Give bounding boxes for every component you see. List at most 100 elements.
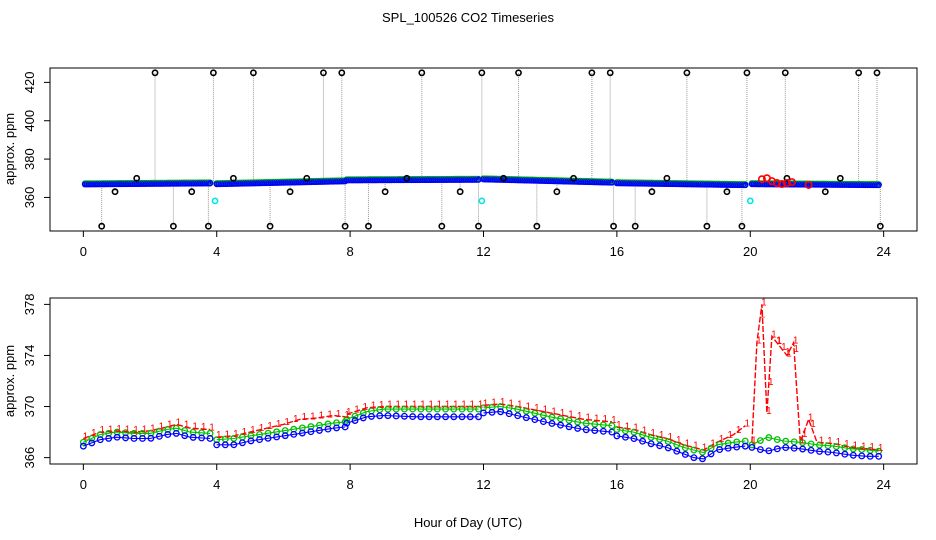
- bottom-series-2-point: [230, 434, 238, 442]
- bottom-series-3-point: [139, 435, 146, 442]
- bottom-series-2-point: [458, 405, 466, 413]
- bottom-series-1-marker: 1: [508, 398, 514, 409]
- bottom-series-2-point: [450, 405, 458, 413]
- bottom-series-2-point: [417, 405, 425, 413]
- bottom-series-3-point: [681, 451, 689, 458]
- top-mid-point: [286, 188, 294, 196]
- top-mid-point: [648, 188, 656, 196]
- bottom-series-3-point: [488, 408, 496, 416]
- bottom-series-1-marker: 1: [371, 400, 377, 411]
- bottom-series-1-marker: 1: [201, 422, 207, 433]
- bottom-series-1-marker: 1: [133, 425, 139, 436]
- bottom-series-2-point: [425, 405, 433, 413]
- top-flush-point-high: [250, 69, 257, 77]
- bottom-series-1-marker: 1: [284, 417, 290, 428]
- bottom-series-1-marker: 1: [225, 430, 231, 441]
- bottom-series-1-marker: 1: [534, 403, 540, 414]
- bottom-x-tick-label-20: 20: [743, 477, 757, 492]
- top-data-points: [81, 69, 884, 230]
- bottom-series-1-marker: 1: [786, 348, 792, 359]
- top-mid-point: [570, 174, 577, 182]
- bottom-series-1-marker: 1: [844, 439, 850, 450]
- top-calibration-point: [746, 197, 754, 205]
- bottom-y-tick-label-374: 374: [22, 345, 37, 367]
- bottom-series-3-point: [264, 434, 272, 442]
- bottom-series-3-point: [206, 435, 214, 442]
- bottom-series-3-point: [630, 435, 638, 443]
- bottom-series-2-point: [690, 446, 698, 454]
- bottom-series-1-marker: 1: [810, 419, 816, 430]
- bottom-series-1-marker: 1: [250, 425, 256, 436]
- bottom-series-1-marker: 1: [551, 406, 557, 417]
- bottom-series-2-point: [400, 405, 408, 413]
- bottom-series-2-point: [582, 419, 590, 427]
- bottom-series-2-point: [849, 445, 857, 453]
- bottom-series-1-marker: 1: [776, 336, 782, 347]
- bottom-series-3-point: [733, 443, 741, 451]
- bottom-series-3-point: [172, 429, 180, 437]
- bottom-series-3-point: [557, 421, 564, 429]
- bottom-y-tick-label-378: 378: [22, 294, 37, 316]
- bottom-series-1-marker: 1: [702, 443, 708, 454]
- bottom-series-1-marker: 1: [756, 336, 762, 347]
- top-mid-point: [456, 188, 464, 196]
- bottom-series-3-point: [639, 437, 647, 445]
- top-y-axis: 360 380 400 420: [22, 72, 50, 209]
- bottom-series-3-point: [122, 434, 130, 442]
- bottom-series-2-point: [841, 444, 849, 452]
- top-baseline-point: [742, 181, 749, 189]
- bottom-series-1-marker: 1: [853, 441, 859, 452]
- bottom-series-2-point: [522, 407, 530, 415]
- bottom-series-2-point: [613, 426, 621, 433]
- top-flush-point-high: [338, 69, 346, 77]
- bottom-y-tick-label-370: 370: [22, 396, 37, 418]
- bottom-series-2-point: [359, 409, 367, 417]
- bottom-series-2-point: [409, 405, 417, 413]
- bottom-series-1-marker: 1: [633, 423, 639, 434]
- bottom-series-1-marker: 1: [336, 409, 342, 420]
- bottom-series-3-point: [247, 437, 255, 445]
- top-excursion-point: [772, 179, 781, 188]
- bottom-series-2-point: [466, 405, 474, 413]
- top-flush-point-high: [743, 69, 751, 77]
- bottom-series-2-point: [351, 412, 359, 420]
- bottom-series-3-point: [433, 413, 441, 421]
- bottom-series-3-point: [741, 442, 749, 450]
- bottom-series-3-point: [409, 413, 417, 421]
- top-y-tick-label-360: 360: [22, 187, 37, 209]
- bottom-series-1-marker: 1: [469, 400, 475, 411]
- bottom-series-2-point: [621, 427, 629, 435]
- top-x-tick-label-24: 24: [876, 244, 890, 259]
- bottom-series-1-marker: 1: [233, 429, 239, 440]
- bottom-series-1-marker: 1: [751, 435, 757, 446]
- bottom-series-3-point: [724, 444, 732, 452]
- bottom-y-tick-label-366: 366: [22, 447, 37, 469]
- bottom-series-2-point: [765, 434, 773, 442]
- bottom-series-group: 1 1 1 1 1 1 1 1 1 1 1 1 1 1 1 11 1 1 1 1 1 1 1 1 1 1 1 1 1 1 11 1 1 1 1 1 1 1…: [79, 297, 884, 463]
- bottom-x-tick-label-24: 24: [876, 477, 890, 492]
- bottom-series-1-marker: 1: [659, 430, 665, 441]
- bottom-series-1-marker: 1: [781, 342, 787, 353]
- top-x-tick-label-16: 16: [610, 244, 624, 259]
- bottom-series-3-point: [799, 445, 807, 453]
- top-flush-point-low: [438, 222, 446, 230]
- bottom-series-3-point: [230, 441, 238, 449]
- bottom-series-3-point: [505, 410, 513, 418]
- bottom-series-3-point: [341, 423, 349, 431]
- bottom-series-3-point: [189, 433, 197, 441]
- bottom-series-2-point: [824, 442, 832, 450]
- bottom-series-1-marker: 1: [802, 429, 808, 440]
- top-mid-point: [783, 174, 791, 182]
- bottom-series-3-point: [130, 435, 138, 442]
- bottom-series-3-point: [531, 416, 539, 424]
- top-excursion-point: [777, 180, 786, 189]
- bottom-series-1-marker: 1: [616, 420, 622, 431]
- bottom-series-1-marker: 1: [878, 443, 884, 454]
- bottom-series-1-marker: 1: [736, 425, 742, 436]
- bottom-series-2-point: [673, 441, 681, 449]
- top-x-tick-label-0: 0: [80, 244, 87, 259]
- top-mid-point: [381, 188, 389, 196]
- top-flush-point-low: [703, 222, 711, 230]
- top-mid-point: [111, 188, 119, 196]
- bottom-series-1-marker: 1: [395, 400, 401, 411]
